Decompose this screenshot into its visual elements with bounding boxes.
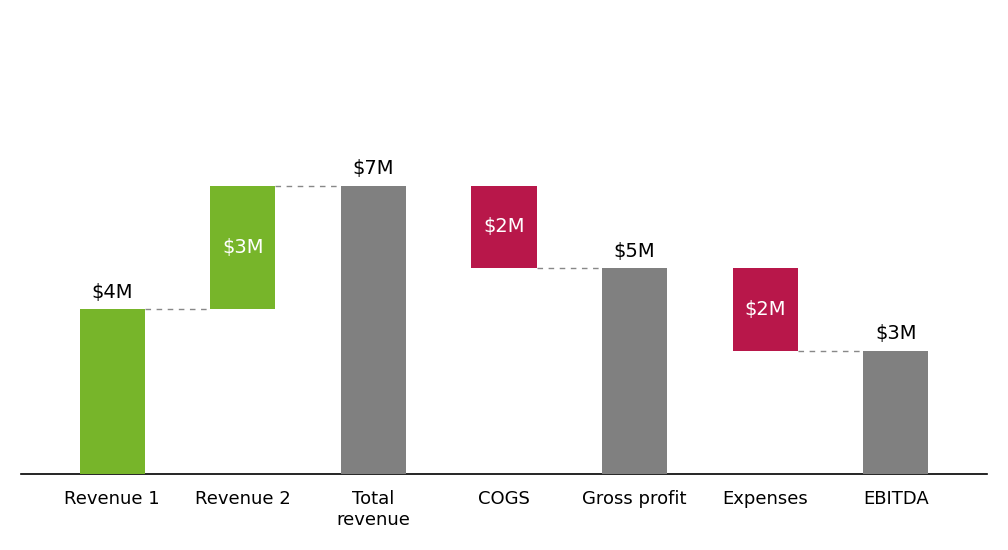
- Bar: [80, 310, 145, 475]
- Text: $4M: $4M: [92, 283, 133, 302]
- Bar: [733, 268, 797, 351]
- Bar: [211, 186, 275, 310]
- Text: $7M: $7M: [353, 160, 394, 178]
- Text: $5M: $5M: [614, 242, 655, 261]
- Bar: [863, 351, 928, 475]
- Text: $3M: $3M: [222, 238, 263, 257]
- Bar: [602, 268, 667, 475]
- Bar: [472, 186, 536, 268]
- Text: $3M: $3M: [875, 324, 916, 343]
- Bar: [341, 186, 406, 475]
- Text: $2M: $2M: [483, 217, 525, 236]
- Text: $2M: $2M: [745, 300, 786, 319]
